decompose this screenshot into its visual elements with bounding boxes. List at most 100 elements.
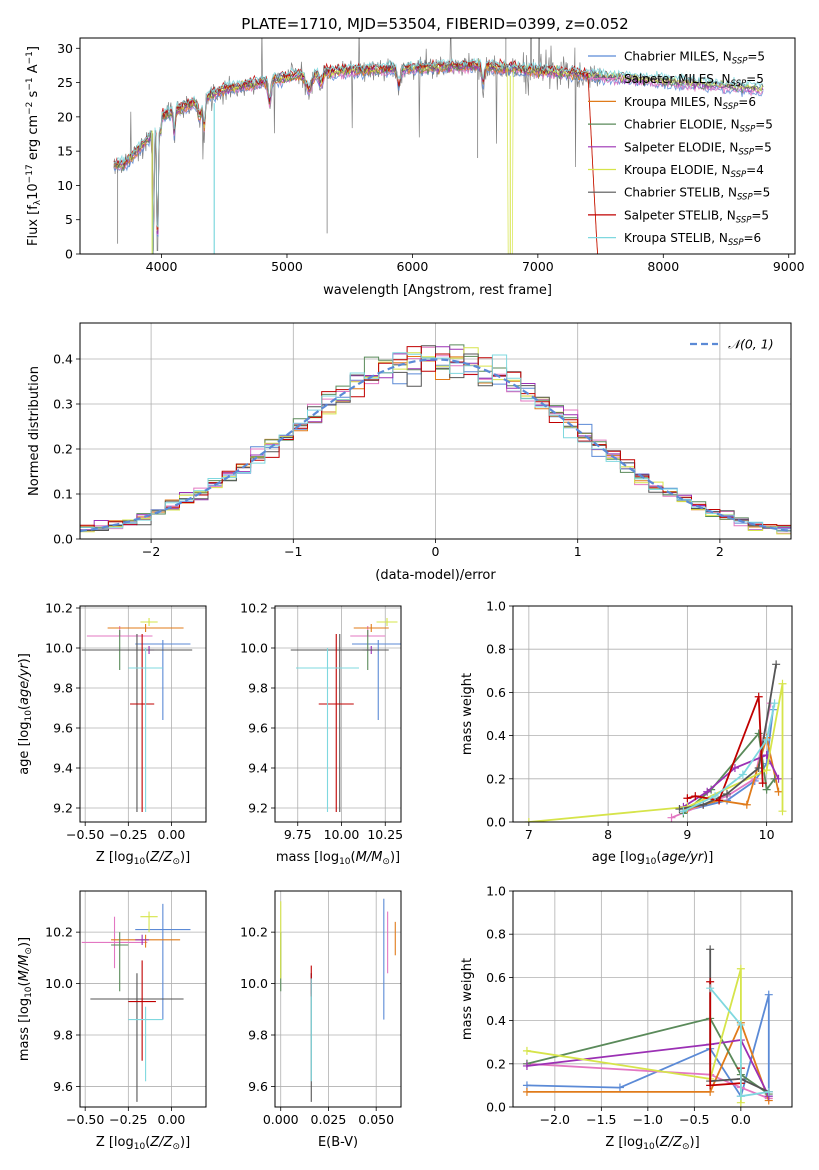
legend-label: 𝒩(0, 1) [728,337,774,352]
histogram-step [80,352,791,532]
axes-frame [79,37,796,255]
spectrum-model-line [113,57,764,254]
x-axis-label: mass [log10(M/M⊙)] [276,850,400,867]
weight-marker [758,779,767,788]
weight-marker [706,984,715,993]
weight-line [526,1062,770,1100]
plot-area [522,945,773,1107]
panel-weight_vs_Z: −2.0 −1.5 −1.0 −0.5 0.0 0.0 0.2 0.4 0.6 0.8 1.0 Z [… [460,884,793,1152]
plot-area [80,344,791,535]
weight-line [528,683,784,822]
weight-marker [715,796,724,805]
weight-marker [772,660,781,669]
legend-label: Kroupa ELODIE, NSSP=4 [624,163,764,180]
weight-marker [691,792,700,801]
x-tick-label: −1.0 [633,1112,663,1127]
weight-marker [778,679,787,688]
weight-marker [770,699,779,708]
weight-marker [762,785,771,794]
legend-label: Kroupa STELIB, NSSP=6 [624,231,761,248]
weight-marker [706,945,715,954]
y-tick-label: 9.4 [53,761,73,776]
y-tick-label: 10.0 [45,641,73,656]
legend-label: Salpeter STELIB, NSSP=5 [624,208,769,225]
axes-frame [512,890,793,1108]
legend-label: Chabrier MILES, NSSP=5 [624,50,765,67]
y-axis-label: Normed distribution [27,366,42,496]
weight-marker [742,800,751,809]
panel-weight_vs_age: 7 8 9 10 0.0 0.2 0.4 0.6 0.8 1.0 age [log10(age/yr… [460,599,793,867]
legend-label: Kroupa MILES, NSSP=6 [624,95,756,112]
y-tick-label: 0.8 [486,927,506,942]
x-tick-label: 10.00 [324,827,360,842]
y-tick-label: 0.0 [486,1100,506,1115]
x-tick-label: −0.50 [66,827,104,842]
panel-age_vs_Z: −0.50 −0.25 0.00 9.2 9.4 9.6 9.8 10.0 10.2 Z [log… [17,601,207,867]
axes-frame [274,605,402,823]
y-tick-label: 20 [57,109,73,124]
y-tick-label: 10 [57,178,73,193]
y-tick-label: 9.6 [53,1079,73,1094]
y-tick-label: 0.2 [486,1056,506,1071]
x-tick-label: −0.5 [679,1112,709,1127]
weight-marker [764,1087,773,1096]
y-tick-label: 0.4 [486,728,506,743]
weight-marker [522,1046,531,1055]
plot-area [81,618,193,812]
spectrum-model-line [113,58,764,254]
y-tick-label: 1.0 [486,884,506,899]
axes-frame [79,890,207,1108]
weight-marker [778,807,787,816]
weight-line [526,994,770,1099]
weight-marker [723,789,732,798]
y-tick-label: 0.6 [486,685,506,700]
weight-marker [736,1020,745,1029]
x-tick-label: −2.0 [540,1112,570,1127]
y-tick-label: 30 [57,41,73,56]
x-axis-label: wavelength [Angstrom, rest frame] [323,283,552,298]
y-axis-label: mass weight [460,958,475,1040]
x-tick-label: 0.050 [358,1112,394,1127]
x-tick-label: 7000 [522,259,554,274]
x-tick-label: 5000 [271,259,303,274]
weight-marker [762,735,771,744]
x-tick-label: 8000 [647,259,679,274]
weight-line [526,968,742,1103]
y-tick-label: 0.8 [486,642,506,657]
weight-marker [774,774,783,783]
weight-marker [754,729,763,738]
x-axis-label: E(B-V) [318,1135,358,1150]
y-tick-label: 10.0 [45,976,73,991]
x-tick-label: −1 [284,544,302,559]
legend: Chabrier MILES, NSSP=5 Salpeter MILES, NS… [588,50,773,248]
x-tick-label: 8 [604,827,612,842]
plot-area [290,618,401,812]
plot-area [113,38,764,254]
y-tick-label: 25 [57,75,73,90]
y-tick-label: 9.6 [53,721,73,736]
plot-area [280,898,396,1102]
weight-line [526,1017,770,1095]
weight-marker [703,787,712,796]
weight-marker [711,792,720,801]
panel-mass_vs_Z: −0.50 −0.25 0.00 9.6 9.8 10.0 10.2 Z [log10(Z/Z… [17,890,207,1152]
y-tick-label: 0.3 [53,397,73,412]
y-tick-label: 10.2 [45,601,73,616]
y-tick-label: 10.0 [240,976,268,991]
x-tick-label: 0.000 [263,1112,299,1127]
weight-marker [754,692,763,701]
x-tick-label: 1 [574,544,582,559]
x-axis-label: Z [log10(Z/Z⊙)] [605,1135,699,1152]
weight-marker [675,805,684,814]
y-tick-label: 15 [57,144,73,159]
x-tick-label: 9 [683,827,691,842]
y-tick-label: 0.2 [53,442,73,457]
weight-marker [524,818,533,822]
weight-marker [738,770,747,779]
x-tick-label: 6000 [397,259,429,274]
y-tick-label: 9.8 [53,681,73,696]
weight-marker [706,1081,715,1090]
y-tick-label: 9.6 [248,721,268,736]
plot-area [81,903,191,1102]
y-tick-label: 10.0 [240,641,268,656]
